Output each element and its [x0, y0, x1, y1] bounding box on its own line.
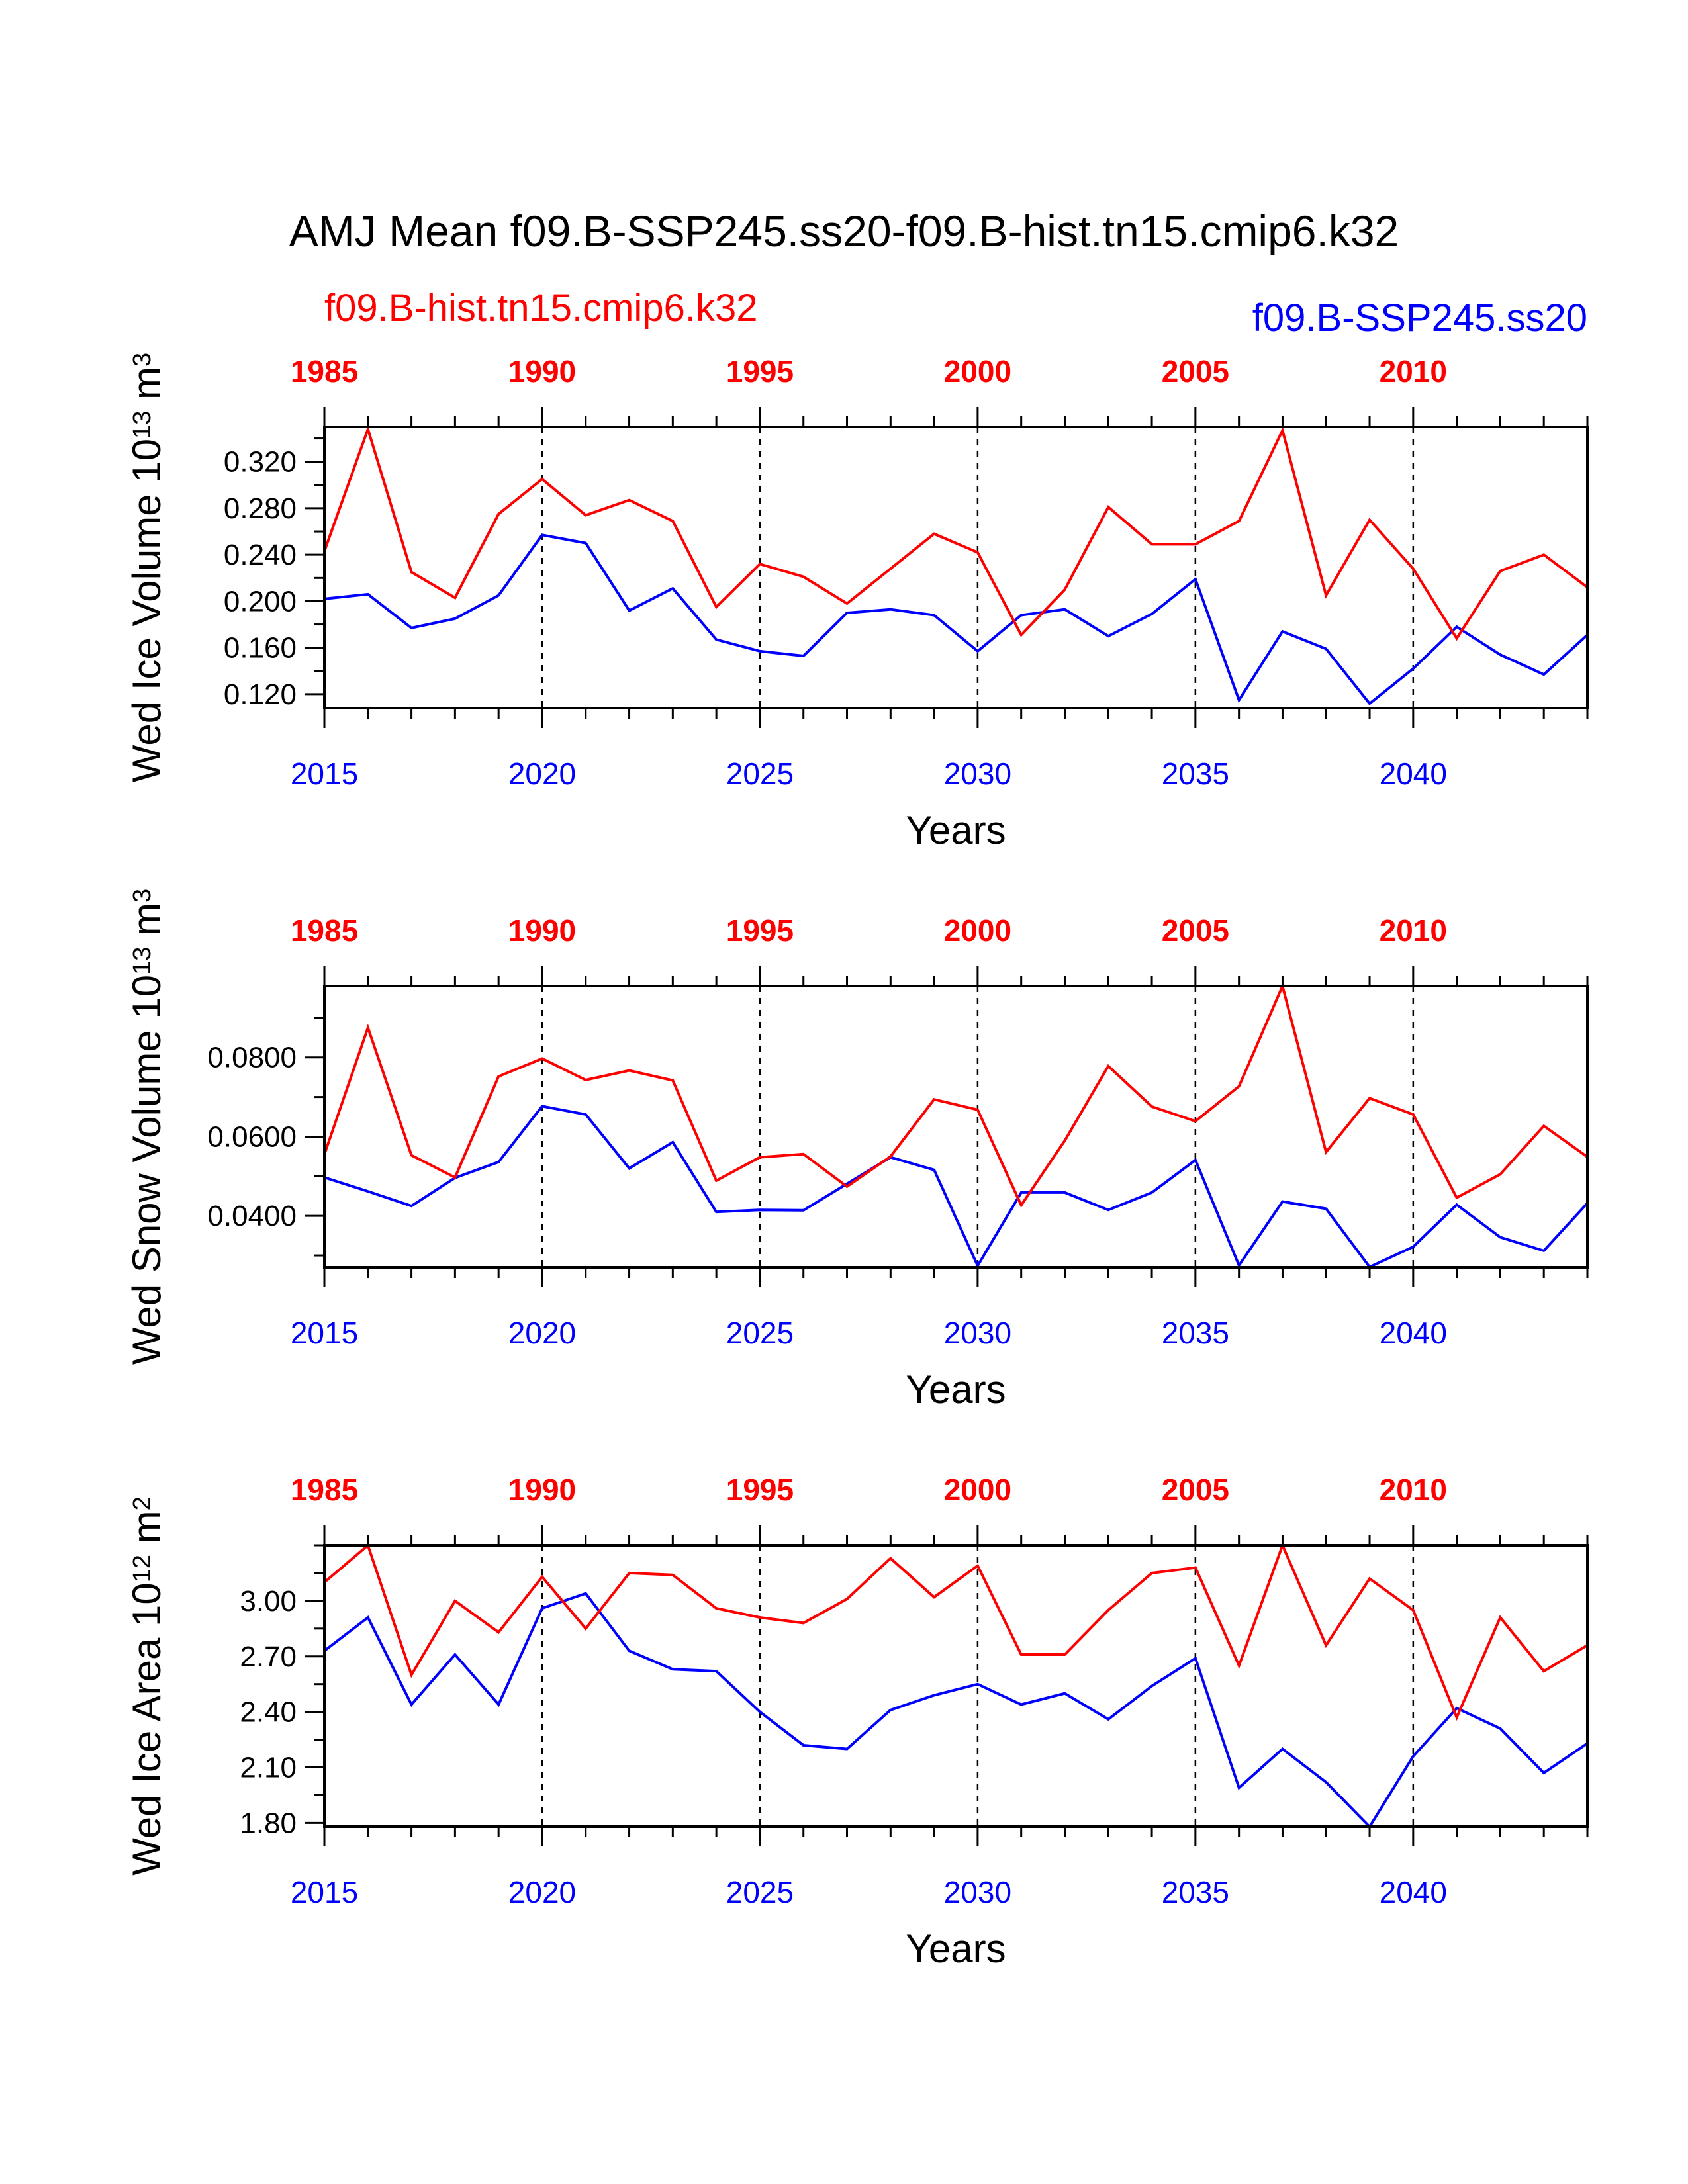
y-tick-label: 0.320	[224, 446, 297, 478]
panel-1: 0.120 0.160 0.200 0.240 0.280 0.320 2015 2020 20…	[124, 353, 1589, 852]
ssp-series-line	[324, 1105, 1589, 1269]
x-bottom-tick-label: 2020	[508, 1875, 576, 1909]
x-bottom-tick-label: 2015	[291, 1316, 358, 1350]
y-axis-label: Wed Snow Volume 1013 m3	[124, 889, 169, 1365]
ssp-series-line	[323, 1592, 1589, 1829]
x-bottom-tick-label: 2035	[1162, 1316, 1229, 1350]
x-top-tick-label: 1995	[726, 913, 794, 948]
x-top-tick-label: 1990	[508, 354, 576, 388]
hist-series-line	[323, 1541, 1589, 1721]
x-top-tick-label: 2005	[1162, 354, 1229, 388]
x-top-tick-label: 2005	[1162, 1473, 1229, 1507]
y-tick-label: 2.40	[240, 1696, 297, 1729]
y-tick-label: 0.0800	[207, 1042, 297, 1074]
plot-frame	[323, 426, 1589, 709]
ssp-series-line	[324, 533, 1589, 705]
y-tick-label: 2.10	[240, 1752, 297, 1784]
plot-frame	[323, 1544, 1589, 1828]
y-axis-label-ylabel-unit: m	[124, 367, 169, 411]
y-axis-label-ylabel-unit-exp: 3	[128, 889, 156, 903]
x-bottom-tick-label: 2015	[291, 756, 358, 791]
x-top-tick-label: 1985	[291, 1473, 358, 1507]
x-axis-label: Years	[906, 808, 1006, 852]
y-axis-label-ylabel-exp: 13	[128, 411, 156, 439]
y-tick-label: 1.80	[240, 1807, 297, 1839]
x-top-tick-label: 2010	[1380, 1473, 1447, 1507]
y-tick-label: 2.70	[240, 1641, 297, 1673]
x-bottom-tick-label: 2040	[1380, 1875, 1447, 1909]
x-bottom-tick-label: 2040	[1380, 756, 1447, 791]
x-bottom-tick-label: 2030	[944, 756, 1011, 791]
x-bottom-tick-label: 2025	[726, 756, 794, 791]
y-axis-label-ylabel-main: Wed Ice Volume 10	[124, 439, 169, 782]
x-bottom-tick-label: 2025	[726, 1875, 794, 1909]
x-bottom-tick-label: 2040	[1380, 1316, 1447, 1350]
y-tick-label: 0.160	[224, 632, 297, 664]
legend-hist-label: f09.B-hist.tn15.cmip6.k32	[324, 287, 757, 330]
y-tick-label: 0.0400	[207, 1200, 297, 1232]
x-top-tick-label: 2000	[944, 913, 1011, 948]
y-tick-label: 0.280	[224, 492, 297, 525]
hist-series-line	[323, 981, 1589, 1208]
y-tick-label: 0.200	[224, 585, 297, 617]
x-top-tick-label: 1985	[291, 354, 358, 388]
chart-title: AMJ Mean f09.B-SSP245.ss20-f09.B-hist.tn…	[289, 206, 1399, 255]
panel-3: 1.80 2.10 2.40 2.70 3.00 2015 2020 2025 2030 2035…	[124, 1473, 1589, 1971]
x-axis-label: Years	[906, 1927, 1006, 1971]
legend-ssp-label: f09.B-SSP245.ss20	[1252, 296, 1587, 340]
x-top-tick-label: 2000	[944, 354, 1011, 388]
y-axis-label-ylabel-exp: 13	[128, 947, 156, 975]
x-top-tick-label: 1985	[291, 913, 358, 948]
x-top-tick-label: 1990	[508, 1473, 576, 1507]
y-axis-label-ylabel-exp: 12	[128, 1555, 156, 1582]
x-bottom-tick-label: 2030	[944, 1875, 1011, 1909]
y-axis-label-ylabel-main: Wed Ice Area 10	[124, 1582, 169, 1876]
y-axis-label-ylabel-unit: m	[124, 1510, 169, 1555]
hist-series-line	[323, 425, 1589, 641]
x-bottom-tick-label: 2025	[726, 1316, 794, 1350]
x-top-tick-label: 2005	[1162, 913, 1229, 948]
x-top-tick-label: 2010	[1380, 354, 1447, 388]
x-top-tick-label: 1990	[508, 913, 576, 948]
y-tick-label: 0.0600	[207, 1120, 297, 1153]
y-axis-label-ylabel-unit-exp: 2	[128, 1496, 156, 1510]
y-tick-label: 0.120	[224, 678, 297, 711]
x-top-tick-label: 2000	[944, 1473, 1011, 1507]
y-axis-label-ylabel-main: Wed Snow Volume 10	[124, 975, 169, 1365]
y-tick-label: 3.00	[240, 1585, 297, 1617]
x-bottom-tick-label: 2020	[508, 756, 576, 791]
x-bottom-tick-label: 2035	[1162, 756, 1229, 791]
plot-frame	[323, 985, 1589, 1269]
x-top-tick-label: 1995	[726, 354, 794, 388]
y-tick-label: 0.240	[224, 539, 297, 571]
panel-2: 0.0400 0.0600 0.0800 2015 2020 2025 2030 2035 20…	[124, 889, 1589, 1412]
x-bottom-tick-label: 2035	[1162, 1875, 1229, 1909]
y-axis-label: Wed Ice Volume 1013 m3	[124, 353, 169, 782]
x-bottom-tick-label: 2030	[944, 1316, 1011, 1350]
x-bottom-tick-label: 2015	[291, 1875, 358, 1909]
y-axis-label-ylabel-unit: m	[124, 903, 169, 947]
x-bottom-tick-label: 2020	[508, 1316, 576, 1350]
x-top-tick-label: 1995	[726, 1473, 794, 1507]
x-top-tick-label: 2010	[1380, 913, 1447, 948]
x-axis-label: Years	[906, 1367, 1006, 1412]
y-axis-label-ylabel-unit-exp: 3	[128, 353, 156, 367]
y-axis-label: Wed Ice Area 1012 m2	[124, 1496, 169, 1876]
